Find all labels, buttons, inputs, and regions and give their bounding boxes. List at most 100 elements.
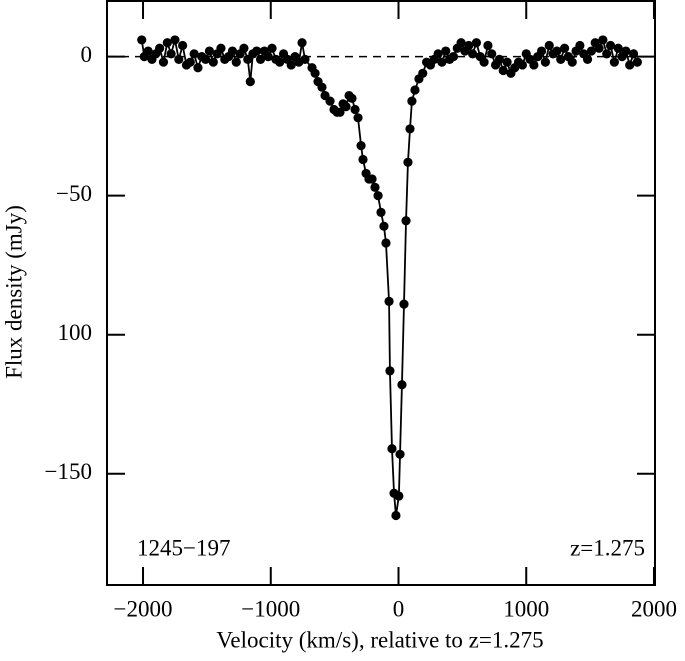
data-point [381, 238, 391, 248]
data-point [464, 40, 474, 51]
data-point [613, 43, 623, 53]
data-point [353, 113, 363, 123]
data-point [502, 57, 512, 67]
y-tick-label: −50 [56, 181, 92, 206]
data-point [204, 46, 215, 56]
data-line [140, 37, 639, 516]
data-point [410, 85, 420, 95]
data-point [231, 57, 241, 67]
data-point [437, 57, 447, 67]
data-point [155, 43, 165, 53]
x-tick-label: 1000 [503, 596, 549, 621]
data-point [540, 57, 551, 67]
data-point [158, 57, 169, 67]
data-point [193, 63, 203, 73]
data-point [498, 65, 508, 76]
data-point [373, 191, 383, 201]
data-point [536, 46, 547, 56]
data-point [602, 49, 612, 59]
data-point [399, 299, 409, 309]
data-point [387, 444, 397, 454]
data-point [137, 35, 147, 45]
data-point [609, 57, 619, 67]
data-point [456, 38, 466, 48]
data-point [403, 157, 413, 167]
data-point [552, 46, 562, 56]
data-point [185, 57, 195, 67]
data-point [407, 96, 417, 106]
data-point [441, 46, 451, 56]
data-point [586, 46, 596, 56]
data-point [471, 38, 482, 48]
data-point [379, 221, 389, 231]
data-point [632, 57, 642, 67]
data-point [391, 510, 401, 521]
data-point [394, 491, 404, 501]
data-point [347, 93, 357, 103]
data-point [275, 57, 285, 67]
data-point [201, 54, 211, 64]
data-point [494, 54, 505, 64]
data-point [467, 49, 478, 59]
data-point [384, 296, 394, 306]
annotation: z=1.275 [570, 535, 645, 560]
data-point [267, 43, 277, 53]
data-point [448, 52, 459, 62]
data-point [628, 49, 639, 59]
data-point [582, 54, 593, 64]
y-tick-label: 0 [81, 42, 93, 67]
data-point [310, 68, 320, 78]
data-point [385, 366, 395, 376]
data-point [376, 207, 386, 217]
data-point [356, 141, 366, 151]
data-point [162, 38, 172, 48]
x-tick-label: −2000 [114, 596, 173, 621]
data-point [621, 46, 631, 56]
data-point [341, 102, 351, 112]
plot-frame [106, 0, 656, 586]
data-point [395, 449, 405, 459]
data-point [350, 104, 360, 115]
data-point [401, 216, 411, 226]
data-point [325, 96, 335, 106]
data-point [335, 107, 345, 117]
data-point [567, 57, 577, 67]
y-tick-label: 100 [58, 320, 93, 345]
x-axis-label: Velocity (km/s), relative to z=1.275 [216, 627, 543, 652]
data-point [625, 60, 635, 70]
annotation: 1245−197 [137, 535, 230, 560]
data-point [208, 57, 218, 67]
data-point [487, 49, 497, 59]
data-point [483, 40, 493, 51]
data-point [189, 49, 199, 59]
data-point [575, 40, 585, 51]
data-point [418, 68, 428, 78]
data-point [594, 43, 604, 53]
data-point [166, 49, 176, 59]
data-point [397, 380, 407, 390]
data-point [559, 43, 570, 53]
data-point [317, 82, 327, 92]
data-point [598, 35, 608, 45]
data-point [227, 46, 238, 56]
data-point [255, 54, 266, 64]
x-tick-label: 0 [393, 596, 405, 621]
data-point [367, 174, 377, 184]
x-tick-label: 2000 [631, 596, 677, 621]
data-point [479, 57, 489, 67]
y-tick-label: −150 [45, 459, 92, 484]
data-point [174, 54, 184, 64]
data-point [263, 52, 273, 62]
x-tick-label: −1000 [241, 596, 300, 621]
data-point [529, 60, 539, 70]
data-point [178, 40, 188, 51]
data-point [239, 43, 249, 53]
data-point [300, 54, 310, 64]
data-point [605, 40, 616, 51]
data-point [286, 60, 296, 70]
data-point [216, 43, 226, 53]
data-point [370, 182, 380, 192]
data-point [252, 46, 262, 56]
data-point [517, 60, 528, 70]
data-point [433, 49, 443, 59]
